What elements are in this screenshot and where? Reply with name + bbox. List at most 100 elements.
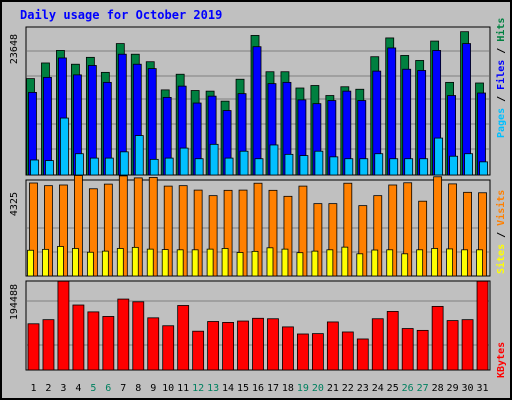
kbytes-bar-5 [87,311,100,371]
kbytes-bar-3 [57,280,70,371]
kbytes-bar-19 [297,333,309,371]
sites-bar-19 [296,252,304,277]
pages-bar-12 [194,158,204,176]
panel-3-ymax-label: 194488 [9,284,20,320]
kbytes-bar-23 [356,338,369,371]
pages-bar-19 [299,155,309,176]
pages-bar-28 [434,137,444,176]
x-tick-label-27: 27 [417,383,429,394]
x-tick-label-23: 23 [357,383,369,394]
pages-bar-10 [164,157,174,176]
x-tick-label-10: 10 [162,383,174,394]
x-tick-label-11: 11 [177,383,189,394]
x-tick-label-19: 19 [297,383,309,394]
kbytes-bar-1 [27,323,40,371]
x-tick-label-30: 30 [462,383,474,394]
x-tick-label-5: 5 [90,383,96,394]
legend-files: Files [495,60,507,90]
kbytes-bar-7 [117,298,130,371]
sites-bar-3 [57,246,64,277]
x-tick-label-29: 29 [447,383,459,394]
sites-bar-31 [476,249,483,277]
x-tick-label-16: 16 [252,383,264,394]
x-tick-label-18: 18 [282,383,294,394]
x-tick-label-20: 20 [312,383,324,394]
x-tick-label-31: 31 [476,383,488,394]
kbytes-bar-2 [42,319,55,371]
legend-panel-3: KBytes [496,342,507,378]
x-tick-label-12: 12 [192,383,204,394]
legend-hits: Hits [495,18,507,42]
x-tick-label-21: 21 [327,383,339,394]
kbytes-bar-10 [162,325,175,371]
sites-bar-13 [206,248,214,277]
sites-bar-4 [72,248,79,277]
sites-bar-1 [27,249,34,277]
kbytes-bar-6 [102,316,115,371]
files-bar-16 [252,46,262,176]
pages-bar-11 [179,147,189,176]
sites-bar-21 [326,249,334,277]
legend-kbytes: KBytes [496,342,507,378]
legend-pages: Pages [496,108,507,138]
kbytes-bar-18 [282,326,294,371]
legend-sep: / [496,90,507,108]
pages-bar-16 [254,158,264,176]
pages-bar-9 [149,158,159,176]
panel-2-ymax-label: 4325 [9,192,20,216]
pages-bar-24 [374,153,384,176]
sites-bar-20 [311,250,319,277]
x-tick-label-25: 25 [387,383,399,394]
x-tick-label-4: 4 [75,383,81,394]
x-tick-label-24: 24 [372,383,384,394]
pages-bar-29 [449,155,458,176]
pages-bar-2 [45,160,54,176]
x-tick-label-28: 28 [432,383,444,394]
kbytes-bar-11 [177,305,190,371]
pages-bar-4 [75,153,84,176]
pages-bar-22 [344,158,354,176]
x-tick-label-7: 7 [120,383,126,394]
kbytes-bar-26 [401,328,414,371]
sites-bar-28 [431,248,439,277]
sites-bar-14 [221,248,229,277]
kbytes-bar-14 [222,322,234,371]
legend-panel-2: Sites / Visits [495,190,507,274]
pages-bar-14 [224,157,234,176]
kbytes-bar-17 [267,318,279,371]
sites-bar-16 [251,250,259,277]
pages-bar-25 [389,158,399,176]
sites-bar-10 [161,249,169,277]
sites-bar-18 [281,248,289,277]
sites-bar-11 [176,249,184,277]
pages-bar-21 [329,156,339,176]
sites-bar-15 [236,252,244,277]
kbytes-bar-24 [371,318,384,371]
x-tick-label-15: 15 [237,383,249,394]
kbytes-bar-25 [386,311,399,371]
kbytes-bar-8 [132,301,145,371]
kbytes-bar-22 [341,331,354,371]
x-tick-label-1: 1 [30,383,36,394]
x-tick-label-2: 2 [45,383,51,394]
kbytes-bar-30 [461,319,474,371]
pages-bar-26 [404,158,414,176]
kbytes-bar-9 [147,317,160,371]
sites-bar-8 [131,246,139,277]
pages-bar-7 [119,151,129,176]
sites-bar-5 [86,251,94,277]
kbytes-bar-29 [446,320,459,371]
sites-bar-24 [371,249,379,277]
x-tick-label-22: 22 [342,383,354,394]
files-bar-25 [387,47,397,176]
pages-bar-23 [359,158,369,176]
kbytes-bar-15 [237,320,249,371]
x-tick-label-13: 13 [207,383,219,394]
sites-bar-7 [116,248,124,277]
x-tick-label-8: 8 [135,383,141,394]
pages-bar-18 [284,153,294,176]
kbytes-bar-13 [207,321,220,371]
legend-sep: / [496,42,507,60]
legend-sep: / [496,226,507,244]
